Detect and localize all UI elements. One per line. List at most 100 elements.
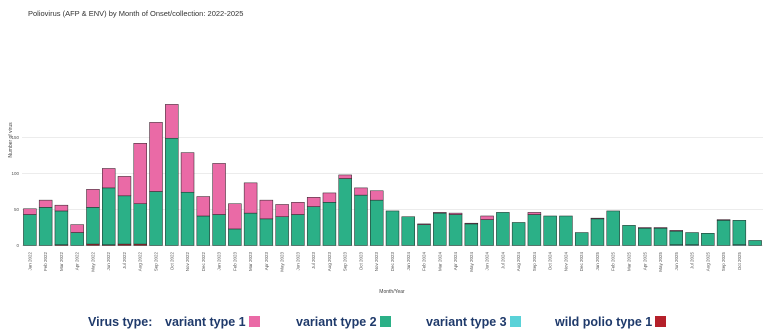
- legend-item-wild-polio-type-1: wild polio type 1: [555, 315, 667, 329]
- legend-label: variant type 2: [296, 315, 377, 329]
- x-tick-label: Jan 2024: [406, 252, 411, 271]
- bar-variant-type-1: [448, 212, 463, 215]
- x-tick-label: Jul 2024: [500, 252, 505, 270]
- x-tick-label: Mar 2025: [626, 252, 631, 272]
- x-tick-label: Apr 2025: [642, 252, 647, 271]
- x-tick-label: Nov 2022: [185, 252, 190, 272]
- y-tick-label: 50: [14, 207, 20, 212]
- bar-variant-type-2: [574, 232, 589, 246]
- stacked-bar-chart: 0 50 100 150 Jan 2022 Feb 2022 Mar 2022 Apr 20…: [8, 104, 763, 295]
- x-tick-label: Feb 2022: [43, 252, 48, 272]
- bar-variant-type-1: [196, 196, 211, 217]
- bar-variant-type-2: [149, 191, 163, 246]
- bar-variant-type-1: [133, 143, 147, 204]
- bar-variant-type-2: [464, 223, 479, 246]
- bar-variant-type-1: [480, 215, 494, 220]
- bar-variant-type-1: [338, 174, 352, 179]
- bar-variant-type-1: [149, 122, 163, 192]
- bar-variant-type-2: [259, 218, 274, 246]
- x-tick-label: Jan 2022: [27, 252, 32, 271]
- x-tick-label: Oct 2025: [737, 252, 742, 271]
- bar-variant-type-2: [354, 194, 368, 246]
- bar-variant-type-2: [180, 191, 195, 246]
- bar-variant-type-1: [306, 197, 321, 207]
- bar-variant-type-1: [54, 204, 69, 212]
- bar-variant-type-2: [385, 210, 400, 246]
- bar-variant-type-1: [86, 189, 100, 208]
- legend-label: variant type 3: [426, 315, 507, 329]
- bar-variant-type-2: [228, 228, 242, 246]
- bar-variant-type-2: [306, 206, 321, 246]
- bar-variant-type-1: [102, 168, 116, 189]
- bar-variant-type-1: [117, 176, 132, 197]
- bar-variant-type-1: [38, 199, 53, 208]
- bar-variant-type-2: [196, 215, 211, 246]
- bar-variant-type-2: [716, 220, 731, 246]
- x-tick-label: Oct 2024: [548, 252, 553, 271]
- bar-variant-type-2: [480, 219, 494, 246]
- bar-variant-type-2: [243, 212, 258, 246]
- x-tick-label: Nov 2023: [374, 252, 379, 272]
- bar-variant-type-2: [685, 232, 699, 246]
- x-tick-label: Feb 2025: [611, 252, 616, 272]
- legend-label: wild polio type 1: [555, 315, 653, 329]
- legend-swatch: [379, 316, 391, 327]
- bar-variant-type-1: [23, 208, 37, 215]
- x-tick-label: Jan 2025: [595, 252, 600, 271]
- bar-variant-type-2: [590, 218, 605, 246]
- x-tick-label: Jun 2024: [485, 252, 490, 271]
- bar-variant-type-2: [370, 199, 384, 246]
- bar-variant-type-1: [275, 204, 289, 217]
- bar-variant-type-1: [433, 212, 447, 214]
- x-tick-label: Jul 2022: [122, 252, 127, 270]
- y-tick-label: 0: [16, 243, 19, 248]
- bar-variant-type-2: [653, 227, 668, 246]
- legend-swatch: [655, 316, 667, 327]
- x-tick-label: May 2023: [280, 252, 285, 272]
- legend-swatch: [509, 316, 521, 327]
- bar-variant-type-2: [559, 215, 573, 246]
- bar-variant-type-2: [543, 215, 557, 246]
- bar-variant-type-2: [511, 222, 526, 246]
- bar-variant-type-1: [70, 224, 84, 233]
- x-tick-label: Feb 2023: [232, 252, 237, 272]
- x-tick-label: Mar 2022: [59, 252, 64, 272]
- bar-variant-type-1: [370, 190, 384, 201]
- y-tick-label: 100: [11, 171, 19, 176]
- x-tick-label: Oct 2023: [358, 252, 363, 271]
- bar-variant-type-2: [638, 227, 652, 246]
- bar-variant-type-2: [275, 216, 289, 246]
- bar-variant-type-1: [165, 104, 179, 139]
- x-tick-label: Apr 2022: [75, 252, 80, 271]
- x-tick-label: Apr 2024: [453, 252, 458, 271]
- x-tick-label: Jul 2023: [311, 252, 316, 270]
- bar-variant-type-2: [401, 216, 415, 246]
- bar-variant-type-1: [243, 182, 258, 214]
- x-tick-label: Aug 2023: [327, 252, 332, 272]
- bar-variant-type-2: [165, 137, 179, 246]
- x-tick-label: Mar 2023: [248, 252, 253, 272]
- legend-item-variant-type-3: variant type 3: [426, 315, 521, 329]
- bar-variant-type-2: [322, 202, 337, 246]
- bar-variant-type-2: [732, 220, 747, 246]
- x-axis-ticks: Jan 2022 Feb 2022 Mar 2022 Apr 2022 May 2022…: [27, 252, 741, 272]
- x-tick-label: Mar 2024: [437, 252, 442, 272]
- bar-variant-type-2: [448, 214, 463, 246]
- bar-variant-type-1: [291, 202, 305, 215]
- bar-variant-type-2: [133, 203, 147, 245]
- bar-variant-type-2: [433, 212, 447, 246]
- y-axis-label: Number of virus: [8, 122, 14, 158]
- bar-variant-type-1: [259, 199, 274, 220]
- x-tick-label: Jan 2023: [217, 252, 222, 271]
- legend-swatch: [248, 316, 260, 327]
- bar-variant-type-1: [464, 222, 479, 225]
- bar-variant-type-2: [54, 210, 69, 246]
- bar-variant-type-2: [117, 195, 132, 245]
- bar-variant-type-1: [716, 219, 731, 221]
- x-tick-label: Sep 2025: [721, 252, 726, 272]
- bar-variant-type-2: [102, 187, 116, 246]
- x-tick-label: Jun 2022: [106, 252, 111, 271]
- x-tick-label: Dec 2022: [201, 252, 206, 272]
- x-tick-label: Jun 2023: [295, 252, 300, 271]
